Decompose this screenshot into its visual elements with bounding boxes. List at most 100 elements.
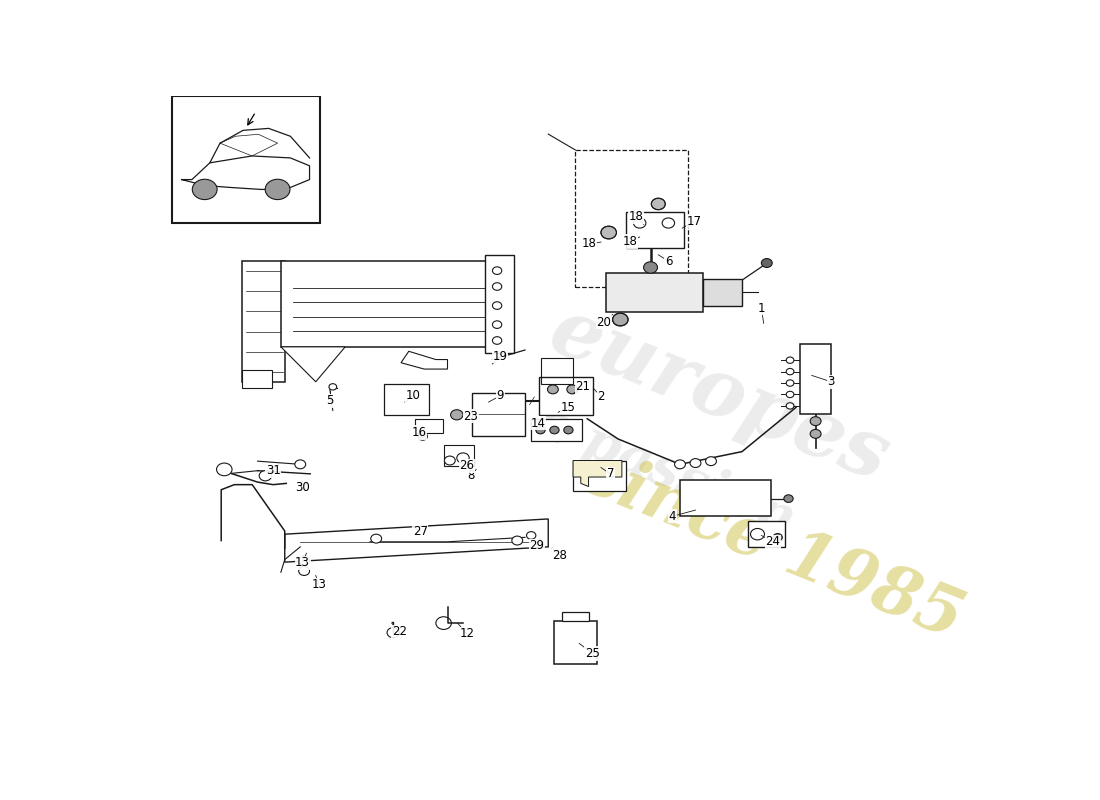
Bar (384, 384, 429, 414)
Circle shape (299, 557, 309, 566)
Circle shape (644, 262, 658, 273)
Circle shape (192, 179, 217, 199)
Circle shape (418, 433, 427, 440)
Circle shape (564, 426, 573, 434)
Text: 15: 15 (560, 401, 575, 414)
Circle shape (634, 218, 646, 228)
Circle shape (613, 313, 628, 326)
Bar (748, 522, 785, 547)
Text: 26: 26 (460, 459, 474, 472)
Text: 6: 6 (664, 254, 672, 268)
Bar (173, 96, 320, 223)
Bar (444, 446, 474, 466)
Bar (472, 393, 525, 436)
Bar (703, 279, 742, 306)
Text: 16: 16 (411, 426, 427, 439)
Circle shape (536, 426, 546, 434)
Circle shape (456, 453, 470, 463)
Circle shape (527, 532, 536, 539)
Text: 23: 23 (463, 410, 478, 422)
Bar (540, 358, 573, 384)
Circle shape (674, 460, 685, 469)
Text: 3: 3 (827, 375, 835, 388)
Text: 31: 31 (266, 464, 280, 477)
Bar (562, 612, 590, 621)
Polygon shape (285, 519, 548, 562)
Bar (242, 370, 272, 388)
Circle shape (451, 410, 463, 420)
Bar (531, 419, 582, 442)
Text: 1: 1 (758, 302, 766, 314)
Circle shape (265, 179, 290, 199)
Circle shape (493, 267, 502, 274)
Bar (242, 261, 285, 382)
Circle shape (786, 369, 794, 374)
Circle shape (705, 457, 716, 466)
Circle shape (550, 426, 559, 434)
Circle shape (773, 534, 782, 541)
Text: 18: 18 (628, 210, 643, 223)
Text: 29: 29 (529, 539, 544, 552)
Text: 12: 12 (460, 627, 474, 640)
Text: 7: 7 (606, 467, 614, 480)
Circle shape (444, 456, 455, 465)
Circle shape (493, 302, 502, 310)
Circle shape (371, 534, 382, 543)
Text: 9: 9 (496, 390, 504, 402)
Text: 13: 13 (311, 578, 327, 591)
Bar (415, 418, 443, 433)
Text: 28: 28 (552, 549, 568, 562)
Circle shape (786, 357, 794, 363)
Circle shape (295, 460, 306, 469)
Text: 8: 8 (468, 470, 474, 482)
Text: since 1985: since 1985 (574, 442, 972, 653)
Circle shape (786, 391, 794, 398)
Text: 5: 5 (326, 394, 333, 407)
Circle shape (299, 566, 309, 575)
Polygon shape (573, 461, 622, 486)
Circle shape (811, 430, 821, 438)
Bar (539, 377, 593, 414)
Circle shape (601, 226, 616, 239)
Bar (606, 273, 703, 312)
Circle shape (811, 417, 821, 426)
Circle shape (662, 218, 674, 228)
Bar (280, 261, 494, 347)
Text: 10: 10 (405, 390, 420, 402)
Text: europes: europes (538, 291, 900, 498)
Polygon shape (402, 351, 448, 369)
Text: 14: 14 (530, 417, 546, 430)
Circle shape (493, 321, 502, 329)
Text: 22: 22 (392, 626, 407, 638)
Text: 13: 13 (295, 556, 310, 570)
Circle shape (784, 495, 793, 502)
Text: 17: 17 (686, 214, 702, 228)
Text: 18: 18 (623, 235, 637, 248)
Circle shape (786, 402, 794, 409)
Text: 25: 25 (585, 647, 600, 660)
Circle shape (512, 536, 522, 545)
Text: 30: 30 (295, 482, 310, 494)
Bar (680, 479, 771, 517)
Circle shape (548, 385, 559, 394)
Circle shape (651, 198, 666, 210)
Circle shape (566, 385, 578, 394)
Circle shape (493, 337, 502, 344)
Bar (475, 395, 521, 434)
Circle shape (493, 282, 502, 290)
Circle shape (260, 470, 272, 481)
Text: 19: 19 (493, 350, 508, 363)
Circle shape (690, 458, 701, 467)
Text: 20: 20 (596, 315, 612, 329)
Circle shape (750, 529, 764, 540)
Bar (626, 211, 684, 249)
Text: 2: 2 (597, 390, 605, 403)
Bar (554, 621, 597, 664)
Bar (800, 344, 832, 414)
Text: 4: 4 (669, 510, 676, 523)
Text: 24: 24 (766, 535, 781, 548)
Text: 21: 21 (575, 380, 591, 394)
Text: 18: 18 (582, 238, 597, 250)
Text: a passion: a passion (527, 395, 802, 546)
Text: 27: 27 (412, 525, 428, 538)
